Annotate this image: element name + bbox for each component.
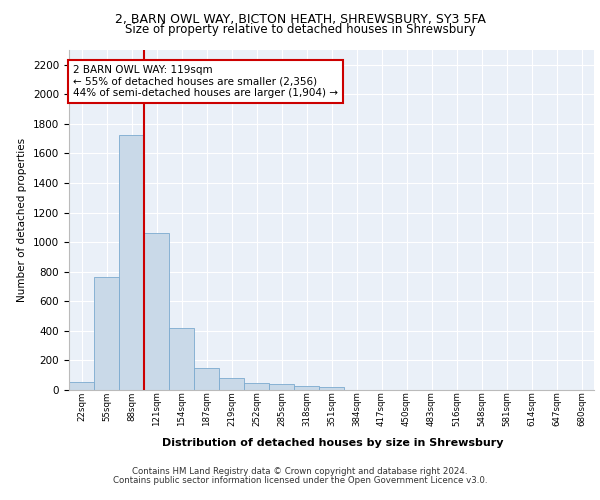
Bar — [69, 382, 94, 390]
Text: Distribution of detached houses by size in Shrewsbury: Distribution of detached houses by size … — [162, 438, 504, 448]
Bar — [269, 384, 294, 390]
Bar — [294, 386, 319, 390]
Text: Contains public sector information licensed under the Open Government Licence v3: Contains public sector information licen… — [113, 476, 487, 485]
Text: 2 BARN OWL WAY: 119sqm
← 55% of detached houses are smaller (2,356)
44% of semi-: 2 BARN OWL WAY: 119sqm ← 55% of detached… — [73, 65, 338, 98]
Bar — [319, 388, 344, 390]
Bar — [194, 368, 219, 390]
Bar — [144, 234, 169, 390]
Bar — [244, 383, 269, 390]
Bar — [219, 378, 244, 390]
Y-axis label: Number of detached properties: Number of detached properties — [17, 138, 28, 302]
Text: Size of property relative to detached houses in Shrewsbury: Size of property relative to detached ho… — [125, 22, 475, 36]
Text: 2, BARN OWL WAY, BICTON HEATH, SHREWSBURY, SY3 5FA: 2, BARN OWL WAY, BICTON HEATH, SHREWSBUR… — [115, 12, 485, 26]
Bar — [169, 328, 194, 390]
Bar — [119, 135, 144, 390]
Text: Contains HM Land Registry data © Crown copyright and database right 2024.: Contains HM Land Registry data © Crown c… — [132, 467, 468, 476]
Bar — [94, 278, 119, 390]
